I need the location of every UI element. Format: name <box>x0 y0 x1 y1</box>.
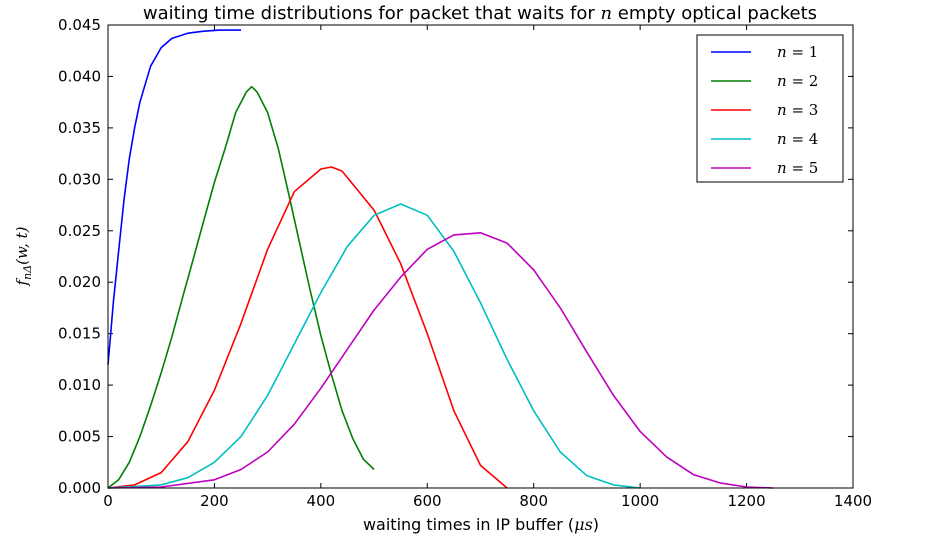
y-tick-label: 0.040 <box>58 67 101 85</box>
x-tick-label: 0 <box>103 492 113 510</box>
y-tick-label: 0.045 <box>58 16 101 34</box>
legend: n = 1 n = 2 n = 3 n = 4 n = 5 <box>696 34 844 183</box>
y-tick-label: 0.000 <box>58 479 101 497</box>
y-tick-label: 0.030 <box>58 170 101 188</box>
x-axis-label-prefix: waiting times in IP buffer ( <box>363 515 574 534</box>
x-tick-label: 800 <box>519 492 548 510</box>
x-tick-label: 200 <box>200 492 229 510</box>
y-tick-label: 0.015 <box>58 325 101 343</box>
chart-title-prefix: waiting time distributions for packet th… <box>143 3 601 24</box>
chart-title-var: n <box>600 3 612 24</box>
chart-title: waiting time distributions for packet th… <box>143 3 817 24</box>
x-tick-label: 400 <box>307 492 336 510</box>
legend-box <box>696 34 844 183</box>
y-tick-label: 0.020 <box>58 273 101 291</box>
y-axis-label: fnΔ(w, t) <box>13 226 34 286</box>
y-tick-label: 0.010 <box>58 376 101 394</box>
x-tick-label: 600 <box>413 492 442 510</box>
x-axis-label: waiting times in IP buffer (μs) <box>363 515 599 534</box>
y-axis-label-args: (w, t) <box>13 226 31 264</box>
y-tick-label: 0.035 <box>58 119 101 137</box>
y-axis-label-sub: nΔ <box>21 265 34 280</box>
legend-label-n3: n = 3 <box>777 101 818 119</box>
y-tick-label: 0.005 <box>58 428 101 446</box>
legend-label-n2: n = 2 <box>777 72 818 90</box>
x-tick-label: 1000 <box>621 492 659 510</box>
x-tick-label: 1200 <box>727 492 765 510</box>
legend-label-n1: n = 1 <box>777 43 818 61</box>
x-axis-label-var: μs <box>574 515 593 534</box>
plot-frame <box>107 24 854 489</box>
axis-ticks: 0 200 400 600 800 1000 1200 1400 0.000 0.005 0.010… <box>58 16 872 510</box>
y-axis-label-f: f <box>13 277 31 286</box>
x-tick-label: 1400 <box>834 492 872 510</box>
plot-lines <box>107 29 774 489</box>
series-line-n4 <box>107 203 641 489</box>
chart-title-suffix: empty optical packets <box>612 3 817 24</box>
series-line-n3 <box>107 166 508 489</box>
legend-label-n5: n = 5 <box>777 159 818 177</box>
series-line-n5 <box>107 232 774 489</box>
series-line-n1 <box>107 29 241 365</box>
y-tick-label: 0.025 <box>58 222 101 240</box>
x-axis-label-suffix: ) <box>593 515 599 534</box>
legend-label-n4: n = 4 <box>777 130 818 148</box>
series-line-n2 <box>107 85 375 489</box>
